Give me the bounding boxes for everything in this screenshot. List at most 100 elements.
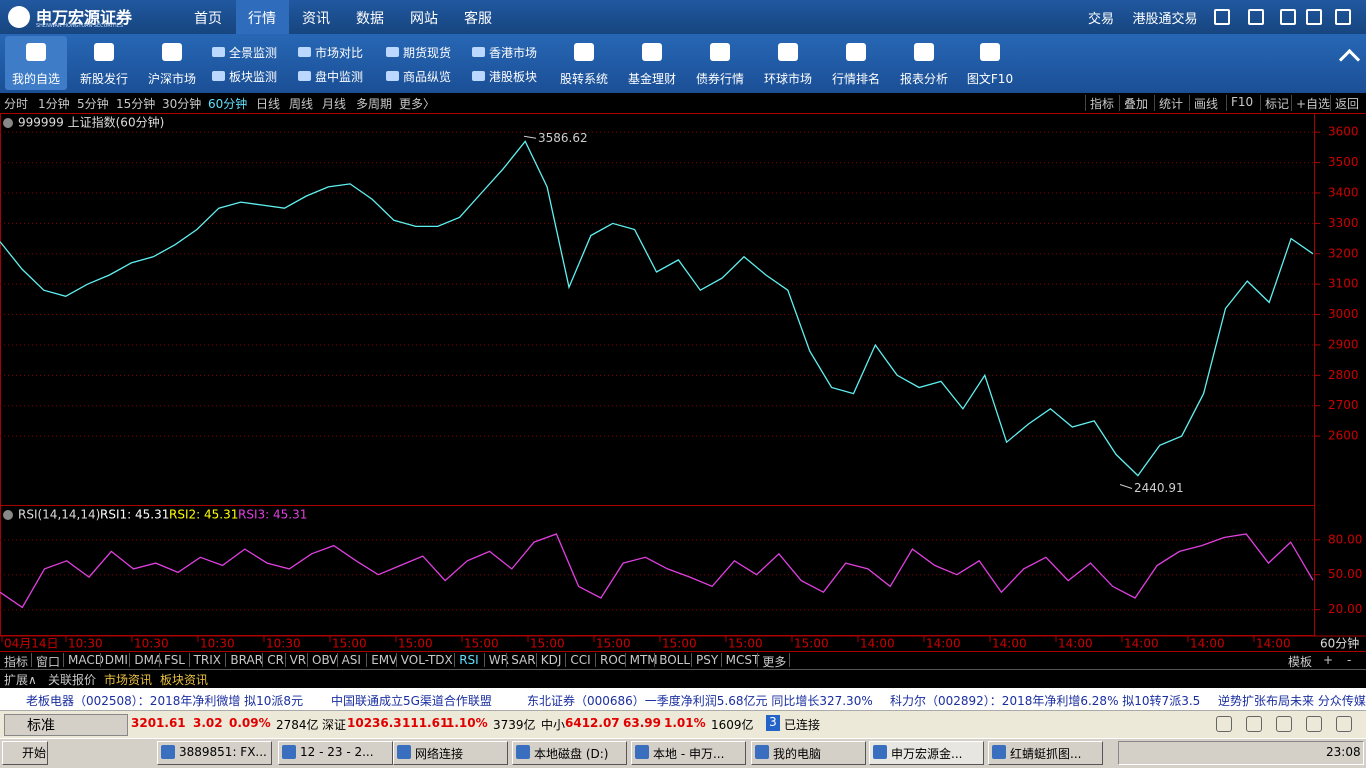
indicator-tab[interactable]: OBV: [312, 653, 338, 667]
tool[interactable]: 统计: [1159, 97, 1184, 111]
tool[interactable]: +自选: [1296, 97, 1331, 111]
indicator-tab[interactable]: EMV: [371, 653, 398, 667]
toolbar-link[interactable]: 盘中监测: [315, 70, 364, 84]
tray-icon[interactable]: [1306, 716, 1322, 732]
indicator-tab[interactable]: ASI: [341, 653, 361, 667]
toolbar-button[interactable]: 债券行情: [695, 72, 744, 86]
indicator-tab[interactable]: 指标: [4, 655, 29, 669]
ticker-item[interactable]: 老板电器（002508）：2018年净利微增 拟10派8元: [26, 694, 304, 708]
tool[interactable]: 返回: [1335, 97, 1360, 111]
task-label[interactable]: 申万宏源金...: [891, 747, 963, 761]
nav-item[interactable]: 首页: [194, 11, 222, 27]
ticker-item[interactable]: 逆势扩张布局未来 分众传媒: [1218, 694, 1366, 708]
task-button[interactable]: [751, 741, 866, 765]
toolbar-button[interactable]: 图文F10: [966, 72, 1014, 86]
indicator-tab[interactable]: BOLL: [659, 653, 691, 667]
indicator-tab[interactable]: BRAR: [230, 653, 264, 667]
mode-text[interactable]: 标准: [27, 718, 55, 734]
task-label[interactable]: 我的电脑: [773, 747, 822, 761]
toolbar-link[interactable]: 期货现货: [403, 46, 452, 60]
tray-icon[interactable]: [1336, 716, 1352, 732]
indicator-tab[interactable]: CCI: [570, 653, 591, 667]
window-icon[interactable]: [1306, 9, 1322, 25]
task-button[interactable]: [512, 741, 627, 765]
toolbar-link[interactable]: 市场对比: [315, 46, 364, 60]
period[interactable]: 分时: [4, 97, 29, 111]
task-button[interactable]: [393, 741, 508, 765]
indicator-right[interactable]: +: [1323, 653, 1334, 667]
toolbar-button[interactable]: 基金理财: [627, 72, 676, 86]
window-icon[interactable]: [1335, 9, 1351, 25]
ticker-item[interactable]: 科力尔（002892）：2018年净利增6.28% 拟10转7派3.5: [890, 694, 1201, 708]
indicator-tab[interactable]: KDJ: [540, 653, 562, 667]
task-label[interactable]: 网络连接: [415, 747, 464, 761]
indicator-tab[interactable]: MACD: [68, 653, 104, 667]
task-label[interactable]: 12 - 23 - 2...: [300, 745, 374, 759]
task-label[interactable]: 本地 - 申万...: [653, 747, 725, 761]
ticker-item[interactable]: 东北证券（000686）一季度净利润5.68亿元 同比增长327.30%: [527, 694, 873, 708]
toolbar-link[interactable]: 商品纵览: [403, 70, 452, 84]
tool[interactable]: 画线: [1194, 97, 1219, 111]
nav-item[interactable]: 行情: [248, 11, 276, 27]
period[interactable]: 5分钟: [77, 97, 109, 111]
indicator-tab[interactable]: DMA: [134, 653, 163, 667]
indicator-tab[interactable]: PSY: [696, 653, 719, 667]
task-label[interactable]: 本地磁盘 (D:): [534, 747, 609, 761]
tray-icon[interactable]: [1246, 716, 1262, 732]
indicator-right[interactable]: -: [1347, 653, 1352, 667]
task-button[interactable]: [631, 741, 746, 765]
toolbar-link[interactable]: 板块监测: [229, 70, 278, 84]
toolbar-link[interactable]: 全景监测: [229, 46, 278, 60]
indicator-tab[interactable]: FSL: [164, 653, 185, 667]
toolbar-button[interactable]: 报表分析: [899, 72, 948, 86]
period[interactable]: 1分钟: [38, 97, 70, 111]
info-tab[interactable]: 市场资讯: [104, 673, 153, 687]
indicator-tab[interactable]: CR: [267, 653, 284, 667]
toolbar-button[interactable]: 行情排名: [831, 72, 880, 86]
tool[interactable]: F10: [1231, 95, 1254, 109]
window-icon[interactable]: [1214, 9, 1230, 25]
window-icon[interactable]: [1280, 9, 1296, 25]
indicator-tab[interactable]: VOL-TDX: [400, 653, 453, 667]
task-button[interactable]: [157, 741, 272, 765]
nav-item[interactable]: 网站: [410, 11, 438, 27]
task-button[interactable]: [869, 741, 984, 765]
info-tab[interactable]: 扩展∧: [4, 673, 37, 687]
nav-item[interactable]: 资讯: [302, 11, 330, 27]
indicator-tab[interactable]: WR: [488, 653, 509, 667]
start-button[interactable]: [2, 741, 48, 765]
tool[interactable]: 标记: [1265, 97, 1290, 111]
info-tab[interactable]: 板块资讯: [160, 673, 209, 687]
indicator-tab[interactable]: DMI: [104, 653, 128, 667]
indicator-tab[interactable]: RSI: [459, 653, 479, 667]
toolbar-button[interactable]: 新股发行: [79, 72, 128, 86]
period[interactable]: 周线: [289, 97, 314, 111]
period[interactable]: 15分钟: [116, 97, 156, 111]
toolbar-link[interactable]: 港股板块: [489, 70, 538, 84]
task-label[interactable]: 3889851: FX...: [179, 745, 267, 759]
indicator-tab[interactable]: ROC: [600, 653, 627, 667]
period[interactable]: 多周期: [356, 97, 393, 111]
indicator-tab[interactable]: 窗口: [36, 655, 61, 669]
ticker-item[interactable]: 中国联通成立5G渠道合作联盟: [331, 694, 492, 708]
start-text[interactable]: 开始: [22, 746, 47, 760]
indicator-tab[interactable]: MCST: [725, 653, 760, 667]
period[interactable]: 更多〉: [399, 97, 436, 111]
header-link[interactable]: 港股通交易: [1132, 12, 1198, 27]
nav-item[interactable]: 数据: [356, 11, 384, 27]
toolbar-button[interactable]: 环球市场: [763, 72, 812, 86]
window-icon[interactable]: [1248, 9, 1264, 25]
indicator-tab[interactable]: MTM: [629, 653, 658, 667]
toolbar-button[interactable]: 我的自选: [11, 72, 60, 86]
tray-icon[interactable]: [1216, 716, 1232, 732]
toolbar-link[interactable]: 香港市场: [489, 46, 538, 60]
indicator-right[interactable]: 模板: [1288, 655, 1313, 669]
indicator-tab[interactable]: TRIX: [193, 653, 222, 667]
header-link[interactable]: 交易: [1087, 12, 1114, 27]
nav-item[interactable]: 客服: [464, 11, 492, 27]
period[interactable]: 30分钟: [162, 97, 202, 111]
tool[interactable]: 叠加: [1124, 97, 1149, 111]
task-label[interactable]: 红蜻蜓抓图...: [1010, 747, 1082, 761]
period[interactable]: 60分钟: [208, 97, 248, 111]
indicator-tab[interactable]: SAR: [511, 653, 536, 667]
